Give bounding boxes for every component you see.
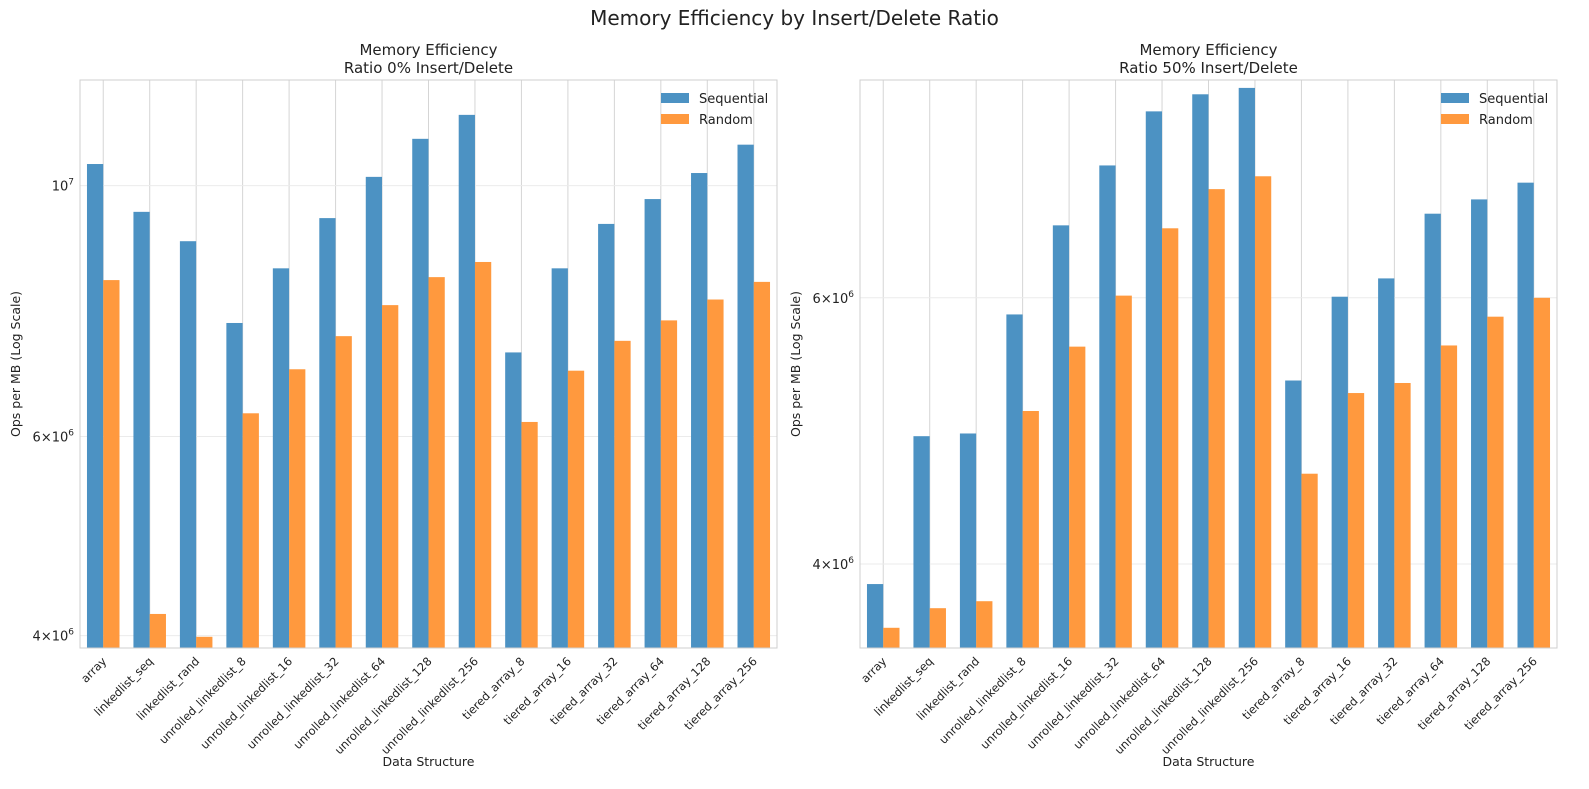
bar-sequential: [1192, 94, 1209, 649]
bar-sequential: [1471, 199, 1488, 648]
bar-random: [1440, 345, 1458, 648]
bar-sequential: [959, 433, 977, 648]
bar-random: [428, 277, 445, 648]
bar-random: [883, 627, 900, 648]
bar-random: [382, 305, 399, 648]
x-axis-label: Data Structure: [383, 754, 475, 769]
x-tick-label: array: [858, 654, 889, 685]
bar-random: [196, 636, 213, 648]
bar-random: [1115, 295, 1132, 648]
bar-sequential: [319, 218, 336, 648]
bar-random: [1022, 410, 1039, 648]
bar-random: [1394, 382, 1411, 648]
bar-sequential: [551, 268, 568, 648]
bar-random: [1254, 176, 1272, 648]
y-tick-label: 4×106: [813, 556, 855, 573]
bar-random: [1069, 346, 1086, 648]
figure-title: Memory Efficiency by Insert/Delete Ratio: [590, 6, 999, 30]
y-axis-label: Ops per MB (Log Scale): [8, 291, 23, 437]
bar-sequential: [272, 268, 290, 648]
legend-swatch: [661, 93, 689, 103]
bar-random: [753, 281, 771, 648]
bar-sequential: [505, 352, 522, 648]
bar-sequential: [1378, 278, 1395, 648]
y-tick-label: 6×106: [813, 290, 855, 307]
chart-title-line: Memory Efficiency: [1139, 41, 1277, 59]
chart-title-line: Ratio 0% Insert/Delete: [344, 59, 513, 77]
bar-sequential: [1099, 165, 1116, 649]
bar-random: [976, 601, 993, 648]
x-tick-label: array: [78, 654, 109, 685]
legend-swatch: [1441, 93, 1469, 103]
bar-sequential: [1331, 296, 1348, 648]
bar-sequential: [179, 241, 197, 648]
bar-sequential: [226, 322, 243, 648]
bar-sequential: [458, 114, 475, 649]
x-tick-label: unrolled_linkedlist_32: [1024, 654, 1122, 752]
x-tick-label: unrolled_linkedlist_8: [156, 654, 249, 747]
bar-sequential: [1424, 213, 1441, 648]
legend-label: Sequential: [699, 92, 768, 107]
bar-sequential: [365, 176, 383, 648]
x-tick-label: unrolled_linkedlist_64: [290, 654, 388, 752]
x-axis-label: Data Structure: [1163, 754, 1255, 769]
bar-sequential: [1052, 225, 1070, 649]
bar-random: [1533, 297, 1551, 648]
bar-sequential: [1006, 314, 1023, 648]
legend-swatch: [1441, 114, 1469, 124]
bar-random: [929, 608, 946, 648]
legend-swatch: [661, 114, 689, 124]
bar-random: [149, 613, 166, 648]
legend: Sequential Random: [661, 92, 768, 128]
bar-sequential: [913, 436, 930, 648]
legend-label: Sequential: [1479, 92, 1548, 107]
plot-frame: [859, 79, 1558, 649]
bar-random: [1487, 316, 1504, 648]
bar-random: [521, 421, 538, 648]
bar-sequential: [691, 173, 708, 649]
bar-random: [614, 340, 631, 648]
x-tick-label: unrolled_linkedlist_16: [198, 654, 296, 752]
x-tick-label: unrolled_linkedlist_16: [978, 654, 1076, 752]
bar-random: [289, 369, 306, 648]
bar-sequential: [1145, 111, 1163, 648]
x-tick-label: unrolled_linkedlist_32: [244, 654, 342, 752]
bar-sequential: [737, 144, 754, 648]
x-tick-label: unrolled_linkedlist_8: [936, 654, 1029, 747]
bar-random: [474, 261, 492, 648]
bar-random: [567, 370, 585, 648]
y-tick-label: 6×106: [33, 428, 75, 445]
bar-random: [707, 299, 724, 648]
chart-title-line: Ratio 50% Insert/Delete: [1119, 59, 1298, 77]
bar-random: [1162, 228, 1179, 648]
plot-frame: [79, 79, 778, 649]
y-axis-label: Ops per MB (Log Scale): [788, 291, 803, 437]
bar-sequential: [412, 138, 429, 648]
y-tick-label: 107: [52, 178, 74, 195]
bar-sequential: [1517, 182, 1534, 648]
bar-sequential: [866, 584, 884, 648]
bar-sequential: [644, 199, 661, 649]
legend-label: Random: [699, 113, 753, 128]
legend: Sequential Random: [1441, 92, 1548, 128]
bar-random: [660, 320, 678, 648]
bar-sequential: [598, 223, 615, 648]
bar-sequential: [133, 211, 150, 648]
bar-random: [1301, 473, 1318, 648]
bar-random: [242, 413, 259, 648]
bar-sequential: [1238, 87, 1255, 648]
legend-label: Random: [1479, 113, 1533, 128]
bar-random: [103, 280, 120, 648]
bar-random: [335, 336, 352, 648]
chart-title-line: Memory Efficiency: [359, 41, 497, 59]
bar-random: [1208, 189, 1225, 649]
bar-random: [1347, 393, 1365, 648]
x-tick-label: unrolled_linkedlist_64: [1070, 654, 1168, 752]
y-tick-label: 4×106: [33, 628, 75, 645]
bar-sequential: [86, 164, 104, 648]
bar-sequential: [1285, 380, 1302, 648]
